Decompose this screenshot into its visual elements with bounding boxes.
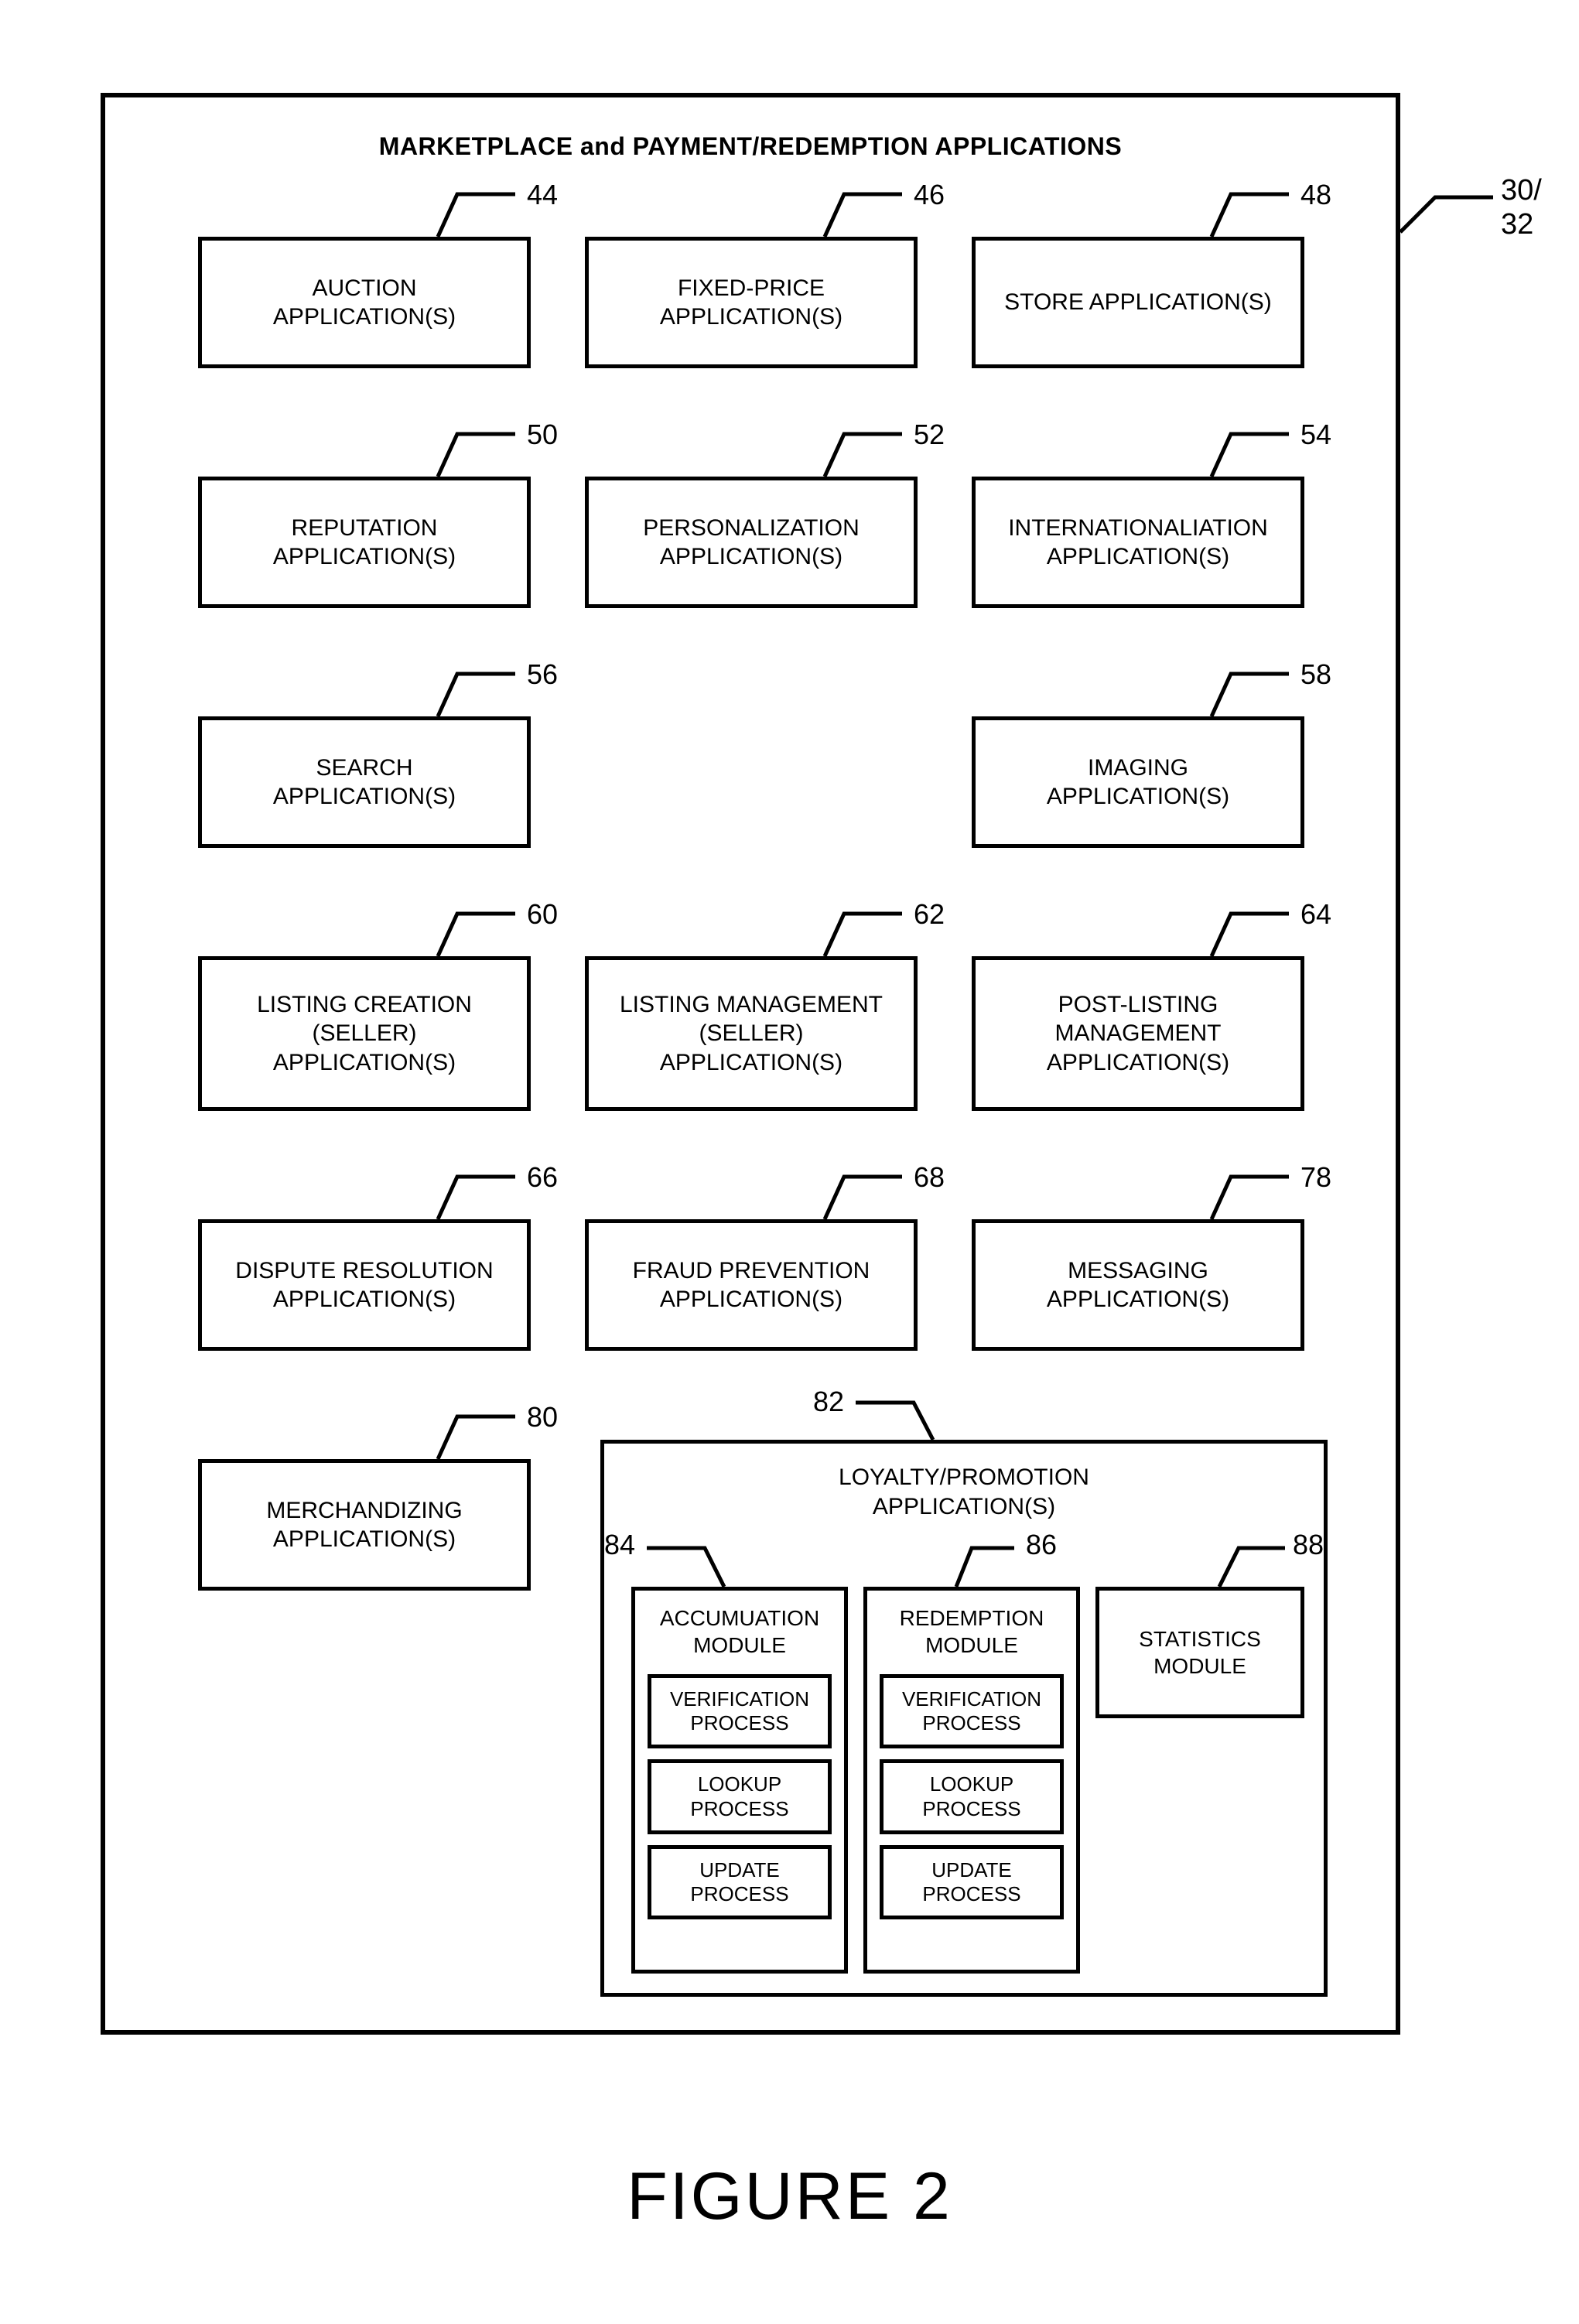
- statistics-module: STATISTICSMODULE: [1095, 1587, 1304, 1718]
- store-flag: [1188, 183, 1289, 237]
- store-label: STORE APPLICATION(S): [1004, 288, 1272, 317]
- messaging-box: MESSAGINGAPPLICATION(S): [972, 1219, 1304, 1351]
- outer-ref-flag: [1400, 186, 1493, 240]
- fixed-price-flag: [801, 183, 902, 237]
- search-flag: [415, 662, 515, 716]
- listing-creation-flag: [415, 902, 515, 956]
- outer-ref-label: 30/32: [1501, 174, 1542, 241]
- dispute-box: DISPUTE RESOLUTIONAPPLICATION(S): [198, 1219, 531, 1351]
- loyalty-title: LOYALTY/PROMOTIONAPPLICATION(S): [604, 1463, 1324, 1521]
- reputation-box: REPUTATIONAPPLICATION(S): [198, 477, 531, 608]
- internationalization-flag: [1188, 422, 1289, 477]
- internationalization-ref: 54: [1300, 419, 1331, 451]
- search-label: SEARCHAPPLICATION(S): [273, 754, 456, 812]
- listing-management-label: LISTING MANAGEMENT(SELLER)APPLICATION(S): [620, 990, 883, 1078]
- redemption-flag: [929, 1536, 1014, 1587]
- post-listing-flag: [1188, 902, 1289, 956]
- auction-label: AUCTIONAPPLICATION(S): [273, 274, 456, 332]
- internationalization-label: INTERNATIONALIATIONAPPLICATION(S): [1008, 514, 1268, 572]
- fraud-label: FRAUD PREVENTIONAPPLICATION(S): [633, 1256, 870, 1314]
- accumulation-ref: 84: [604, 1529, 635, 1561]
- redemption-module: REDEMPTIONMODULE VERIFICATIONPROCESS LOO…: [863, 1587, 1080, 1974]
- fraud-flag: [801, 1165, 902, 1219]
- loyalty-ref: 82: [813, 1386, 844, 1418]
- store-ref: 48: [1300, 179, 1331, 211]
- merchandizing-flag: [415, 1405, 515, 1459]
- loyalty-flag: [856, 1391, 956, 1441]
- messaging-flag: [1188, 1165, 1289, 1219]
- redemption-ref: 86: [1026, 1529, 1057, 1561]
- redemption-verification-process: VERIFICATIONPROCESS: [880, 1674, 1064, 1748]
- listing-management-box: LISTING MANAGEMENT(SELLER)APPLICATION(S): [585, 956, 918, 1111]
- loyalty-container: LOYALTY/PROMOTIONAPPLICATION(S) ACCUMUAT…: [600, 1440, 1328, 1997]
- redemption-lookup-process: LOOKUPPROCESS: [880, 1759, 1064, 1834]
- fixed-price-box: FIXED-PRICEAPPLICATION(S): [585, 237, 918, 368]
- accumulation-module: ACCUMUATIONMODULE VERIFICATIONPROCESS LO…: [631, 1587, 848, 1974]
- listing-management-ref: 62: [914, 898, 945, 931]
- post-listing-label: POST-LISTINGMANAGEMENTAPPLICATION(S): [1047, 990, 1229, 1078]
- accumulation-verification-process: VERIFICATIONPROCESS: [648, 1674, 832, 1748]
- imaging-ref: 58: [1300, 658, 1331, 691]
- fixed-price-ref: 46: [914, 179, 945, 211]
- imaging-box: IMAGINGAPPLICATION(S): [972, 716, 1304, 848]
- diagram-title: MARKETPLACE and PAYMENT/REDEMPTION APPLI…: [105, 132, 1396, 161]
- imaging-label: IMAGINGAPPLICATION(S): [1047, 754, 1229, 812]
- merchandizing-ref: 80: [527, 1401, 558, 1434]
- fraud-box: FRAUD PREVENTIONAPPLICATION(S): [585, 1219, 918, 1351]
- statistics-title: STATISTICSMODULE: [1139, 1625, 1261, 1680]
- figure-caption: FIGURE 2: [0, 2158, 1579, 2235]
- outer-frame: MARKETPLACE and PAYMENT/REDEMPTION APPLI…: [101, 93, 1400, 2035]
- auction-flag: [415, 183, 515, 237]
- search-box: SEARCHAPPLICATION(S): [198, 716, 531, 848]
- accumulation-lookup-process: LOOKUPPROCESS: [648, 1759, 832, 1834]
- statistics-ref: 88: [1293, 1529, 1324, 1561]
- personalization-ref: 52: [914, 419, 945, 451]
- statistics-flag: [1200, 1536, 1285, 1587]
- listing-creation-box: LISTING CREATION(SELLER)APPLICATION(S): [198, 956, 531, 1111]
- personalization-box: PERSONALIZATIONAPPLICATION(S): [585, 477, 918, 608]
- post-listing-ref: 64: [1300, 898, 1331, 931]
- personalization-flag: [801, 422, 902, 477]
- fixed-price-label: FIXED-PRICEAPPLICATION(S): [660, 274, 842, 332]
- reputation-flag: [415, 422, 515, 477]
- redemption-update-process: UPDATEPROCESS: [880, 1845, 1064, 1919]
- redemption-title: REDEMPTIONMODULE: [867, 1605, 1076, 1659]
- merchandizing-label: MERCHANDIZINGAPPLICATION(S): [266, 1496, 462, 1554]
- fraud-ref: 68: [914, 1161, 945, 1194]
- merchandizing-box: MERCHANDIZINGAPPLICATION(S): [198, 1459, 531, 1591]
- accumulation-title: ACCUMUATIONMODULE: [635, 1605, 844, 1659]
- accumulation-flag: [647, 1536, 732, 1587]
- dispute-ref: 66: [527, 1161, 558, 1194]
- accumulation-update-process: UPDATEPROCESS: [648, 1845, 832, 1919]
- listing-creation-ref: 60: [527, 898, 558, 931]
- search-ref: 56: [527, 658, 558, 691]
- auction-box: AUCTIONAPPLICATION(S): [198, 237, 531, 368]
- reputation-ref: 50: [527, 419, 558, 451]
- personalization-label: PERSONALIZATIONAPPLICATION(S): [643, 514, 860, 572]
- listing-management-flag: [801, 902, 902, 956]
- messaging-label: MESSAGINGAPPLICATION(S): [1047, 1256, 1229, 1314]
- reputation-label: REPUTATIONAPPLICATION(S): [273, 514, 456, 572]
- dispute-flag: [415, 1165, 515, 1219]
- internationalization-box: INTERNATIONALIATIONAPPLICATION(S): [972, 477, 1304, 608]
- post-listing-box: POST-LISTINGMANAGEMENTAPPLICATION(S): [972, 956, 1304, 1111]
- imaging-flag: [1188, 662, 1289, 716]
- listing-creation-label: LISTING CREATION(SELLER)APPLICATION(S): [257, 990, 472, 1078]
- auction-ref: 44: [527, 179, 558, 211]
- messaging-ref: 78: [1300, 1161, 1331, 1194]
- store-box: STORE APPLICATION(S): [972, 237, 1304, 368]
- dispute-label: DISPUTE RESOLUTIONAPPLICATION(S): [235, 1256, 493, 1314]
